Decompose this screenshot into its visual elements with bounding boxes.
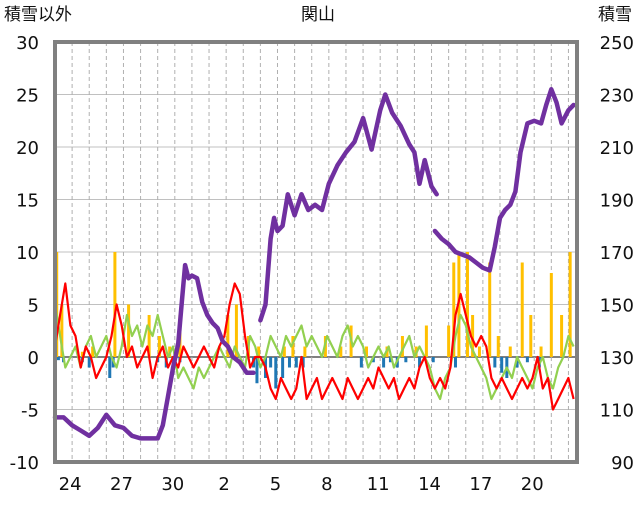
precipitation-bar	[269, 357, 273, 368]
precipitation-bar	[382, 357, 386, 368]
precipitation-bar	[294, 357, 298, 368]
x-tick-label: 5	[270, 474, 281, 495]
sunshine-bar	[549, 273, 553, 357]
max-temp-line	[53, 282, 575, 411]
precipitation-bar	[404, 357, 408, 363]
precipitation-bar	[56, 357, 60, 361]
sunshine-bar	[113, 252, 117, 357]
right-tick-label: 90	[611, 453, 634, 474]
sunshine-bar	[508, 346, 512, 357]
left-tick-label: 0	[28, 348, 39, 369]
precipitation-bar	[359, 357, 363, 368]
sunshine-bar	[60, 304, 64, 357]
precipitation-bar	[108, 357, 112, 378]
precipitation-bar	[500, 357, 504, 373]
sunshine-bar	[400, 336, 404, 357]
sunshine-bar	[471, 315, 475, 357]
sunshine-bar	[127, 304, 131, 357]
snow-depth-line	[432, 87, 576, 273]
chart-title: 関山	[301, 5, 335, 25]
sunshine-bar	[157, 336, 161, 357]
x-tick-label: 30	[161, 474, 184, 495]
precipitation-bar	[87, 357, 91, 368]
x-tick-label: 17	[469, 474, 492, 495]
sunshine-bar	[529, 315, 533, 357]
precipitation-bar	[287, 357, 291, 368]
left-tick-label: 15	[16, 191, 39, 212]
snow-depth-line	[52, 262, 256, 441]
sunshine-bar	[424, 325, 428, 357]
precipitation-bar	[418, 357, 422, 368]
snow-depth-line	[258, 92, 439, 323]
x-tick-label: 20	[521, 474, 544, 495]
precipitation-bar	[525, 357, 529, 363]
sunshine-bar	[339, 346, 343, 357]
precipitation-bar	[274, 357, 278, 389]
sunshine-bar	[539, 346, 543, 357]
sunshine-bar	[447, 325, 451, 357]
sunshine-bar	[488, 262, 492, 357]
precipitation-bar	[371, 357, 375, 363]
left-tick-label: -5	[21, 401, 39, 422]
precipitation-bar	[431, 357, 435, 363]
x-tick-label: 11	[367, 474, 390, 495]
sunshine-bar	[568, 252, 572, 357]
sunshine-bar	[465, 252, 469, 357]
right-tick-label: 150	[600, 296, 634, 317]
sunshine-bar	[520, 262, 524, 357]
right-tick-label: 190	[600, 191, 634, 212]
right-tick-label: 170	[600, 243, 634, 264]
precipitation-bar	[281, 357, 285, 378]
x-tick-label: 14	[418, 474, 441, 495]
x-tick-label: 8	[321, 474, 332, 495]
sunshine-bar	[452, 262, 456, 357]
plot-frame	[53, 40, 579, 464]
sunshine-bar	[91, 346, 95, 357]
precipitation-bar	[255, 357, 259, 384]
sunshine-bar	[303, 346, 307, 357]
precipitation-bar	[493, 357, 497, 368]
left-tick-label: 20	[16, 138, 39, 159]
sunshine-bar	[147, 315, 151, 357]
right-tick-label: 230	[600, 86, 634, 107]
sunshine-bar	[496, 336, 500, 357]
right-tick-label: 130	[600, 348, 634, 369]
right-tick-label: 250	[600, 33, 634, 54]
precipitation-bar	[515, 357, 519, 368]
sunshine-bar	[257, 346, 261, 357]
precipitation-bar	[388, 357, 392, 363]
x-tick-label: 24	[59, 474, 82, 495]
right-axis-label: 積雪	[598, 5, 632, 25]
x-tick-label: 2	[218, 474, 229, 495]
sunshine-bar	[291, 336, 295, 357]
left-tick-label: 10	[16, 243, 39, 264]
left-axis-label: 積雪以外	[4, 5, 72, 25]
right-tick-label: 110	[600, 401, 634, 422]
min-temp-line	[53, 304, 575, 401]
left-tick-label: 5	[28, 296, 39, 317]
sunshine-bar	[364, 346, 368, 357]
left-tick-label: -10	[10, 453, 39, 474]
sunshine-bar	[226, 315, 230, 357]
right-tick-label: 210	[600, 138, 634, 159]
left-tick-label: 30	[16, 33, 39, 54]
sunshine-bar	[234, 304, 238, 357]
precipitation-bar	[453, 357, 457, 368]
x-tick-label: 27	[110, 474, 133, 495]
sunshine-bar	[560, 315, 564, 357]
left-tick-label: 25	[16, 86, 39, 107]
sunshine-bar	[282, 346, 286, 357]
sunshine-bar	[477, 346, 481, 357]
sunshine-bar	[80, 351, 84, 357]
